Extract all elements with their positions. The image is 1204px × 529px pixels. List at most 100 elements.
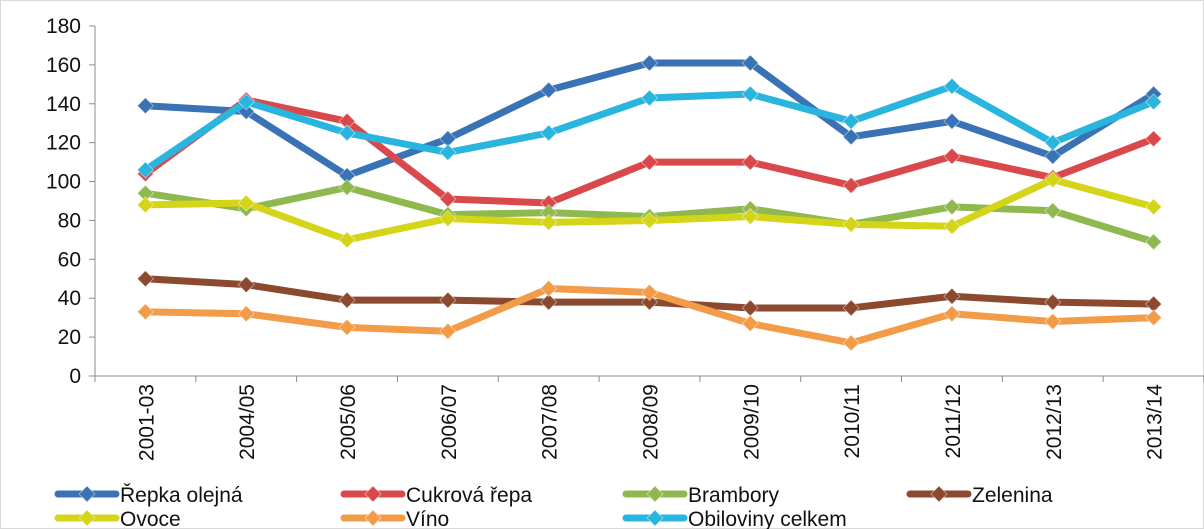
- data-point: [237, 305, 255, 323]
- data-point: [1145, 309, 1163, 327]
- x-tick-label: 2005/06: [337, 384, 360, 460]
- data-point: [540, 293, 558, 311]
- data-point: [237, 194, 255, 212]
- data-point: [640, 153, 659, 171]
- data-point: [540, 124, 558, 142]
- legend-label: Zelenina: [972, 484, 1053, 507]
- data-point: [943, 198, 961, 216]
- data-point: [842, 128, 860, 146]
- series-lines: [136, 54, 1163, 352]
- data-point: [741, 85, 759, 103]
- data-point: [338, 178, 356, 196]
- y-tick-label: 140: [46, 93, 81, 116]
- data-point: [943, 147, 961, 165]
- x-tick-label: 2004/05: [236, 384, 259, 460]
- series-5: [136, 279, 1163, 352]
- data-point: [1145, 130, 1163, 148]
- legend-label: Řepka olejná: [120, 484, 243, 507]
- legend-marker: [364, 485, 382, 503]
- legend-label: Ovoce: [120, 508, 181, 529]
- legend-item-5: Víno: [340, 508, 449, 529]
- legend-marker: [364, 509, 382, 527]
- x-tick-label: 2011/12: [942, 384, 965, 458]
- data-point: [439, 322, 457, 340]
- data-point: [136, 196, 154, 214]
- data-point: [136, 303, 154, 321]
- data-point: [237, 93, 255, 111]
- y-tick-label: 20: [58, 326, 81, 349]
- legend-item-6: Obiloviny celkem: [622, 508, 847, 529]
- legend-marker: [78, 509, 96, 527]
- data-point: [540, 81, 558, 99]
- y-tick-label: 160: [46, 54, 81, 77]
- data-point: [338, 231, 356, 249]
- data-point: [1145, 233, 1163, 251]
- data-point: [136, 270, 154, 288]
- x-tick-label: 2010/11: [841, 384, 864, 458]
- data-point: [842, 299, 860, 317]
- data-point: [540, 279, 558, 298]
- y-tick-label: 80: [58, 209, 81, 232]
- x-tick-label: 2013/14: [1144, 384, 1167, 460]
- series-4: [136, 171, 1163, 249]
- data-point: [943, 112, 961, 130]
- data-point: [741, 54, 759, 72]
- legend-marker: [646, 485, 664, 503]
- data-point: [1044, 147, 1062, 165]
- data-point: [237, 276, 255, 294]
- data-point: [136, 161, 154, 179]
- y-tick-label: 60: [58, 248, 81, 271]
- data-point: [842, 215, 860, 233]
- x-tick-label: 2001-03: [135, 384, 158, 461]
- legend-marker: [646, 509, 664, 527]
- data-point: [439, 143, 457, 161]
- data-point: [741, 153, 759, 171]
- data-point: [842, 334, 860, 352]
- data-point: [842, 176, 860, 195]
- x-tick-label: 2012/13: [1043, 384, 1066, 460]
- data-point: [943, 217, 961, 235]
- data-point: [338, 291, 356, 309]
- data-point: [1044, 134, 1062, 152]
- data-point: [943, 77, 961, 95]
- legend-label: Víno: [406, 508, 449, 529]
- legend-marker: [78, 485, 96, 503]
- data-point: [136, 97, 154, 115]
- data-point: [640, 211, 659, 230]
- data-point: [540, 213, 558, 231]
- x-tick-label: 2009/10: [740, 384, 763, 460]
- data-point: [1044, 293, 1062, 311]
- legend-label: Obiloviny celkem: [688, 508, 847, 529]
- y-tick-label: 120: [46, 132, 81, 155]
- series-6: [136, 77, 1163, 179]
- y-tick-label: 100: [46, 171, 81, 194]
- legend-item-2: Brambory: [622, 484, 780, 507]
- legend-marker: [930, 485, 948, 503]
- data-point: [1145, 198, 1163, 216]
- legend: Řepka olejná Cukrová řepa Brambory Zelenina…: [54, 484, 1053, 529]
- data-point: [640, 89, 659, 107]
- x-tick-label: 2007/08: [539, 384, 562, 460]
- data-point: [338, 318, 356, 336]
- y-tick-label: 180: [46, 15, 81, 38]
- data-point: [741, 207, 759, 226]
- legend-item-1: Cukrová řepa: [340, 484, 532, 507]
- legend-label: Cukrová řepa: [406, 484, 532, 507]
- legend-item-4: Ovoce: [54, 508, 181, 529]
- x-tick-label: 2006/07: [438, 384, 461, 460]
- y-tick-label: 0: [69, 365, 81, 388]
- data-point: [1145, 93, 1163, 111]
- data-point: [640, 293, 659, 311]
- data-point: [943, 305, 961, 323]
- x-tick-label: 2008/09: [640, 384, 663, 460]
- data-point: [1044, 312, 1062, 331]
- y-tick-label: 40: [58, 287, 81, 310]
- data-point: [1044, 171, 1062, 189]
- data-point: [640, 283, 659, 301]
- data-point: [439, 291, 457, 309]
- legend-item-0: Řepka olejná: [54, 484, 243, 507]
- legend-label: Brambory: [688, 484, 780, 507]
